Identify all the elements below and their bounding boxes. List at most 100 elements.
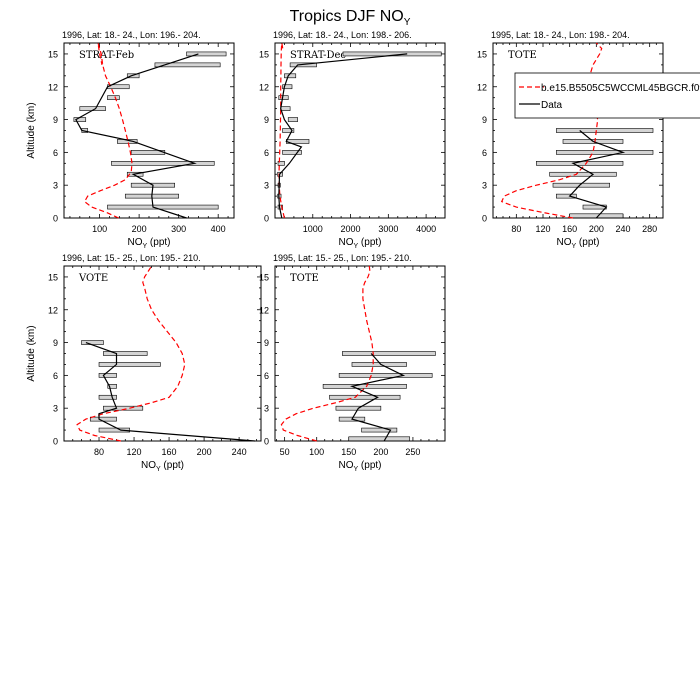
data-line — [568, 130, 626, 219]
x-axis-label: NOY (ppt) — [338, 460, 381, 473]
plot-frame — [63, 42, 235, 219]
range-bar — [98, 373, 117, 378]
range-bar — [280, 106, 291, 111]
x-tick-label: 50 — [280, 447, 290, 457]
range-bar — [329, 394, 401, 400]
x-axis-label-subscript: Y — [156, 466, 161, 473]
plot-frame — [63, 265, 262, 442]
range-bar — [98, 362, 161, 367]
y-tick-label: 9 — [264, 115, 269, 125]
x-axis-label-subscript: Y — [571, 243, 576, 250]
x-tick-label: 200 — [132, 224, 147, 234]
range-bar — [107, 204, 219, 210]
x-axis-label: NOY (ppt) — [127, 237, 170, 250]
y-tick-label: 15 — [48, 272, 58, 282]
x-tick-label: 200 — [373, 447, 388, 457]
range-bar — [556, 193, 577, 199]
campaign-label: TOTE — [290, 273, 319, 284]
y-tick-label: 12 — [259, 305, 269, 315]
y-tick-label: 0 — [53, 437, 58, 447]
y-tick-label: 6 — [53, 148, 58, 158]
legend-model-label: b.e15.B5505C5WCCML45BGCR.f09 — [541, 83, 700, 94]
x-tick-label: 160 — [562, 224, 577, 234]
x-axis-label-unit: (ppt) — [576, 237, 599, 248]
range-bar — [282, 84, 293, 90]
model-line — [500, 42, 603, 219]
range-bar — [282, 128, 295, 133]
figure-title: Tropics DJF NOY — [290, 8, 411, 28]
range-bar — [89, 416, 117, 422]
range-bar — [556, 150, 654, 155]
panel-title: 1996, Lat: 18.- 24., Lon: 198.- 206. — [273, 30, 412, 40]
panel-1: 1996, Lat: 18.- 24., Lon: 196.- 204. STRA… — [26, 30, 235, 250]
panel-4: 1996, Lat: 15.- 25., Lon: 195.- 210. VOTE… — [26, 253, 262, 473]
y-tick-label: 9 — [264, 338, 269, 348]
y-axis-label: Altitude (km) — [26, 325, 37, 381]
range-bar — [98, 394, 117, 400]
y-tick-label: 6 — [264, 371, 269, 381]
x-tick-label: 80 — [511, 224, 521, 234]
y-tick-label: 3 — [482, 181, 487, 191]
x-tick-label: 80 — [94, 447, 104, 457]
y-tick-label: 12 — [259, 82, 269, 92]
panel-3: 1995, Lat: 18.- 24., Lon: 198.- 204. TOTE… — [477, 30, 664, 250]
x-axis-label-unit: (ppt) — [358, 460, 381, 471]
range-bar — [103, 351, 148, 356]
y-tick-label: 6 — [482, 148, 487, 158]
data-line — [75, 53, 199, 219]
x-axis-label-main: NO — [556, 237, 571, 248]
range-bar — [348, 436, 411, 442]
range-bar — [342, 351, 436, 356]
range-bar — [549, 171, 617, 177]
y-tick-label: 6 — [53, 371, 58, 381]
y-tick-label: 15 — [48, 49, 58, 59]
y-tick-label: 0 — [264, 214, 269, 224]
y-tick-label: 12 — [48, 305, 58, 315]
x-tick-label: 3000 — [378, 224, 398, 234]
range-bar — [98, 427, 130, 433]
panel-title: 1996, Lat: 15.- 25., Lon: 195.- 210. — [62, 253, 201, 263]
x-tick-label: 280 — [642, 224, 657, 234]
x-axis-label-subscript: Y — [353, 243, 358, 250]
x-tick-label: 100 — [92, 224, 107, 234]
y-tick-label: 3 — [264, 404, 269, 414]
x-tick-label: 240 — [615, 224, 630, 234]
range-bar — [107, 95, 120, 100]
x-axis-label-main: NO — [338, 237, 353, 248]
campaign-label: STRAT-Feb — [79, 50, 134, 61]
x-axis-label: NOY (ppt) — [338, 237, 381, 250]
data-line — [278, 53, 408, 219]
range-bar — [154, 62, 221, 68]
panel-5: 1995, Lat: 15.- 25., Lon: 195.- 210. TOTE… — [259, 253, 446, 473]
y-tick-label: 0 — [264, 437, 269, 447]
y-tick-label: 9 — [53, 115, 58, 125]
y-tick-label: 15 — [477, 49, 487, 59]
range-bar — [287, 117, 298, 122]
x-tick-label: 1000 — [303, 224, 323, 234]
x-tick-label: 400 — [211, 224, 226, 234]
y-tick-label: 15 — [259, 49, 269, 59]
range-bar — [361, 427, 398, 433]
panel-2: 1996, Lat: 18.- 24., Lon: 198.- 206. STRA… — [259, 30, 446, 250]
x-axis-label-main: NO — [338, 460, 353, 471]
model-line — [83, 42, 133, 219]
data-line — [350, 353, 406, 442]
x-axis-label-subscript: Y — [353, 466, 358, 473]
x-tick-label: 200 — [589, 224, 604, 234]
range-bar — [277, 161, 285, 166]
x-axis-label-unit: (ppt) — [147, 237, 170, 248]
x-tick-label: 120 — [535, 224, 550, 234]
y-tick-label: 12 — [477, 82, 487, 92]
y-tick-label: 6 — [264, 148, 269, 158]
range-bar — [282, 150, 302, 155]
x-tick-label: 160 — [162, 447, 177, 457]
x-axis-label-unit: (ppt) — [358, 237, 381, 248]
range-bar — [111, 161, 215, 166]
x-tick-label: 240 — [232, 447, 247, 457]
y-tick-label: 0 — [53, 214, 58, 224]
x-axis-label-unit: (ppt) — [161, 460, 184, 471]
legend: b.e15.B5505C5WCCML45BGCR.f09 Data — [514, 72, 700, 119]
x-tick-label: 150 — [341, 447, 356, 457]
x-axis-label: NOY (ppt) — [141, 460, 184, 473]
